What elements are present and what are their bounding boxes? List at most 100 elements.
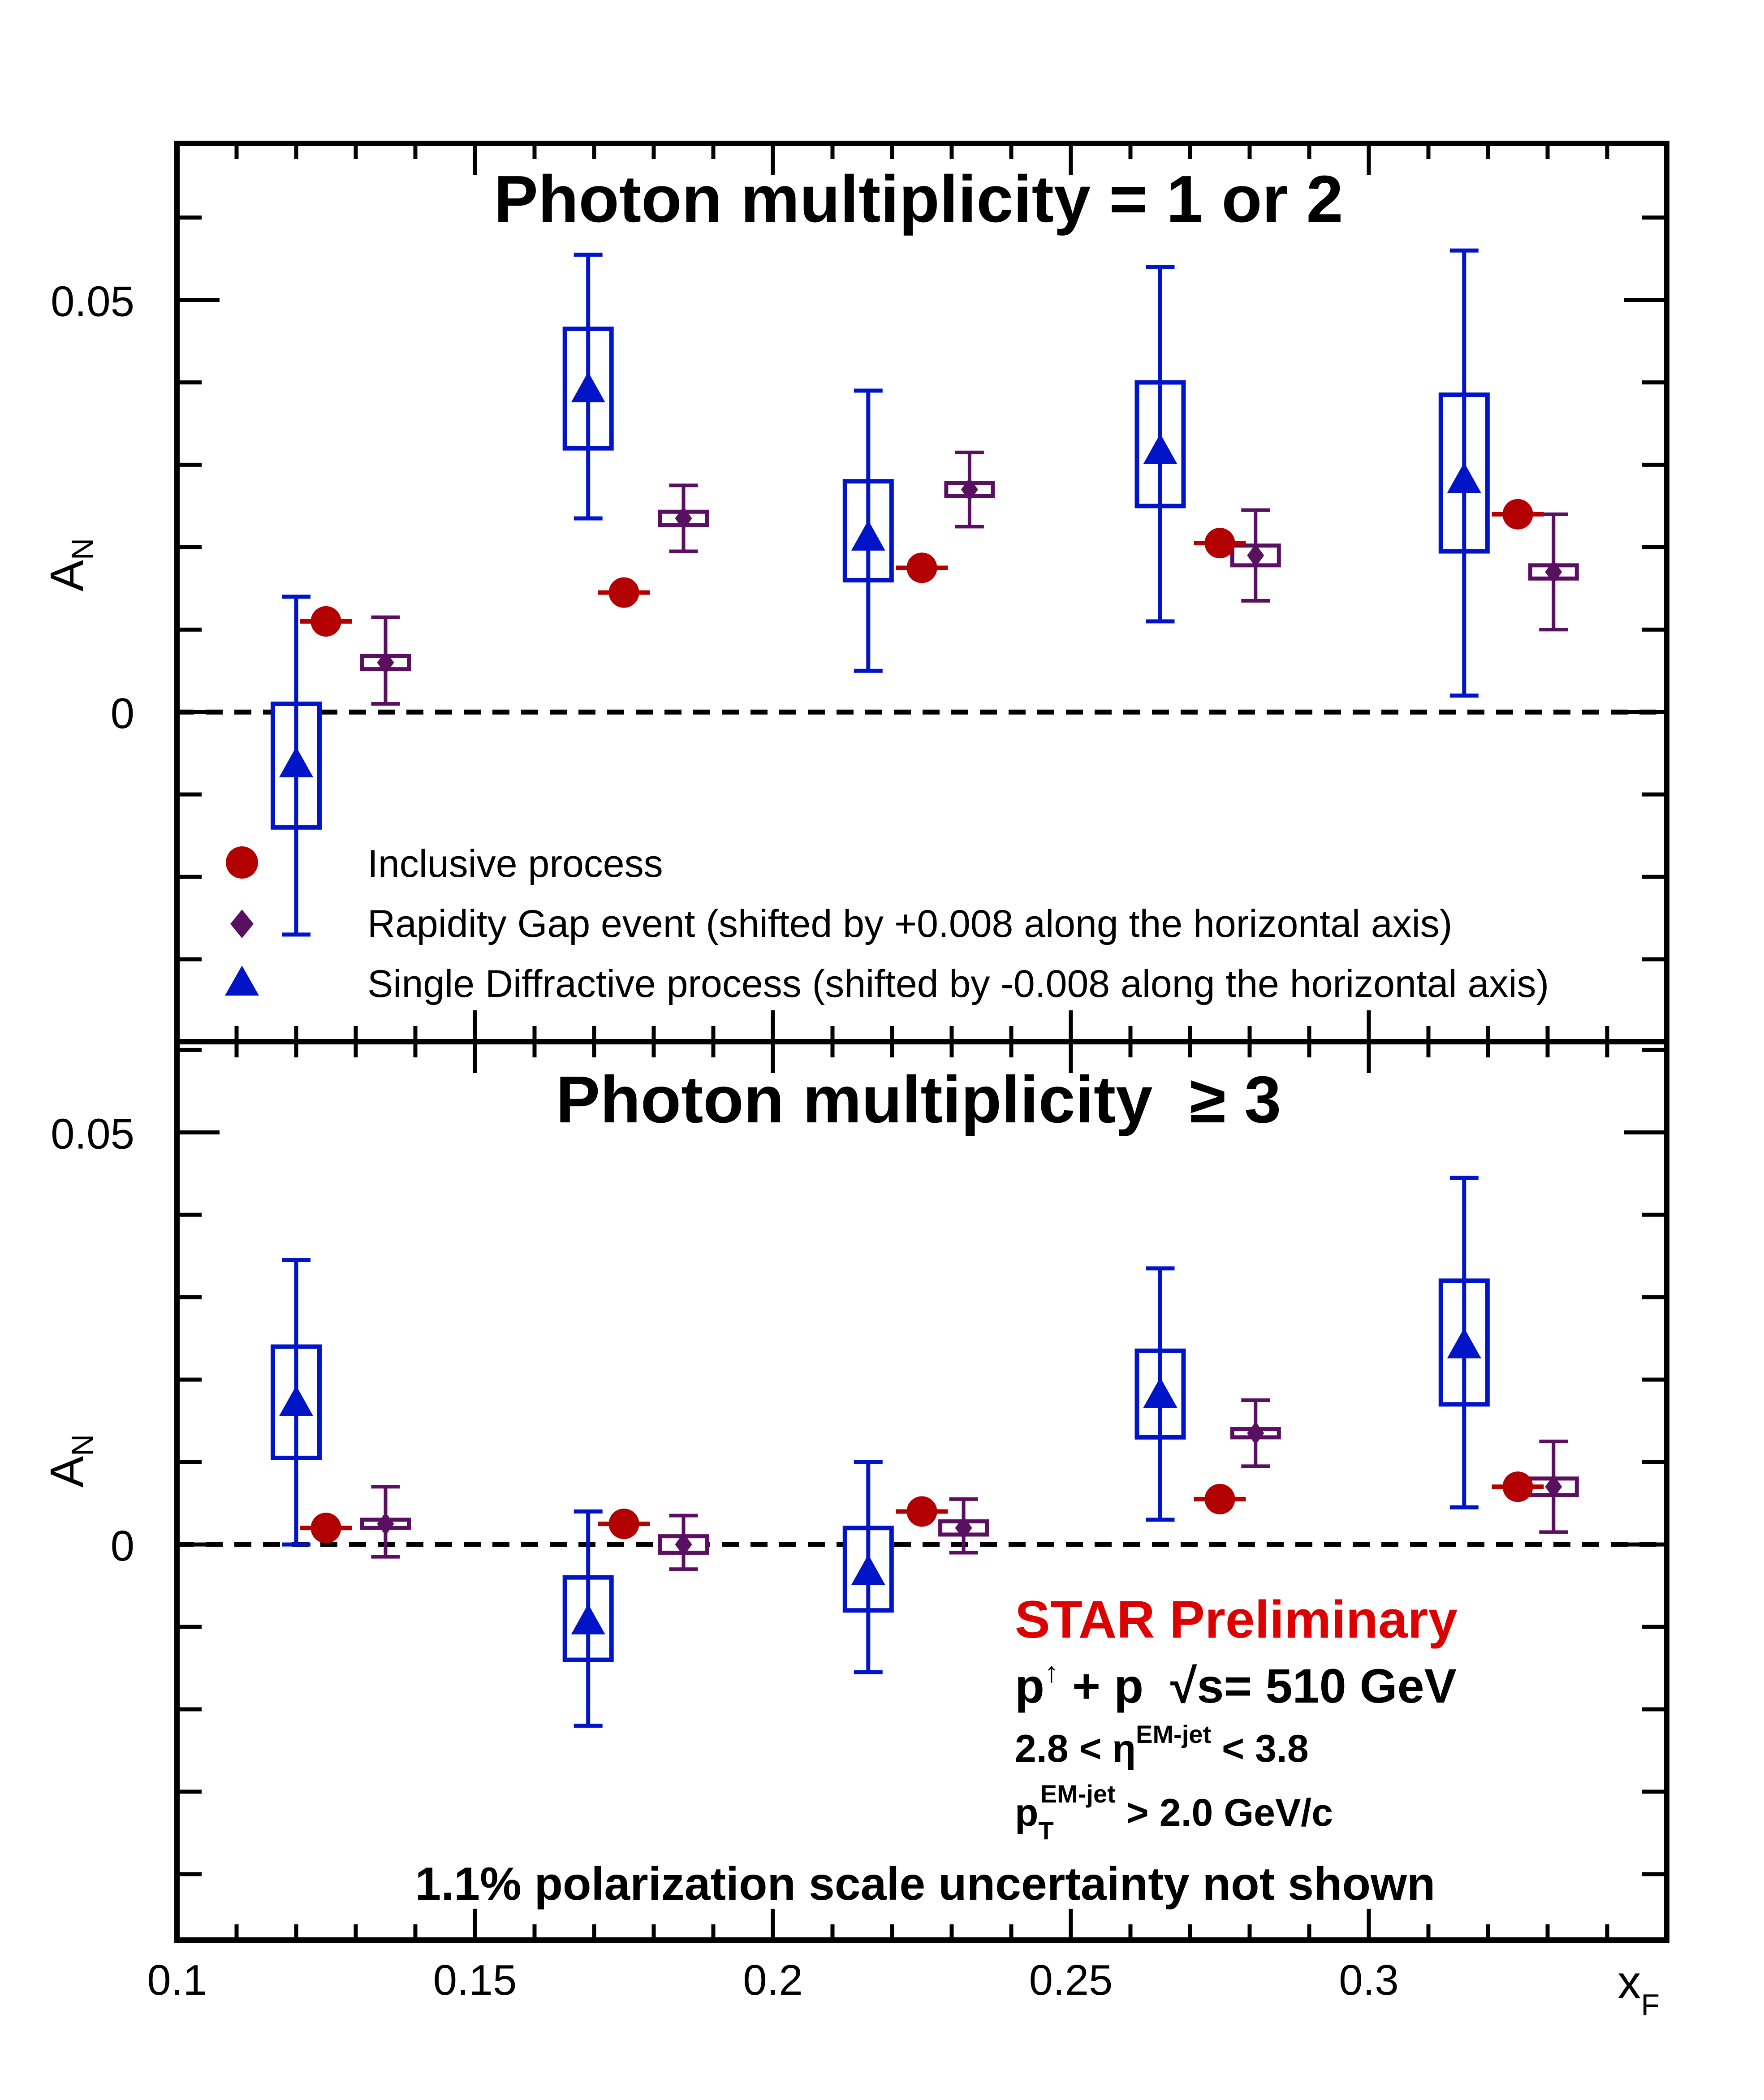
legend-single-diffractive-marker: [225, 966, 259, 996]
sd-triangle-marker: [1143, 1377, 1177, 1408]
inc-circle-marker: [1502, 1471, 1533, 1502]
x-tick-label: 0.3: [1339, 1956, 1398, 2004]
legend: Inclusive process Rapidity Gap event (sh…: [225, 842, 1549, 1005]
bottom-y-axis-label: AN: [41, 1434, 99, 1488]
top-panel-title: Photon multiplicity = 1 or 2: [494, 162, 1343, 236]
pt-cut-label: pT EM-jet > 2.0 GeV/c: [1015, 1780, 1333, 1845]
eta-cut-pre: 2.8 < η: [1015, 1727, 1136, 1770]
bottom-inclusive-point: [1194, 1483, 1246, 1514]
sd-triangle-marker: [1447, 1328, 1481, 1358]
top-inclusive-point: [896, 552, 948, 583]
inc-circle-marker: [906, 1496, 937, 1527]
inc-circle-marker: [1502, 499, 1533, 530]
pt-cut-sup: EM-jet: [1040, 1780, 1116, 1808]
sd-triangle-marker: [571, 1604, 605, 1634]
bottom-single-diffractive-point: [271, 1258, 322, 1547]
collision-p: p: [1015, 1659, 1044, 1713]
collision-label: p↑ + p √s= 510 GeV: [1015, 1656, 1457, 1713]
inc-circle-marker: [1204, 528, 1235, 559]
chart-marks: [271, 248, 1579, 1728]
top-single-diffractive-point: [842, 388, 894, 673]
collision-rest: + p √s= 510 GeV: [1059, 1659, 1457, 1713]
inc-circle-marker: [906, 552, 937, 583]
rg-diamond-marker: [377, 1512, 394, 1536]
bottom-single-diffractive-point: [842, 1460, 894, 1674]
inc-circle-marker: [311, 606, 341, 637]
rg-diamond-marker: [1247, 1421, 1264, 1445]
legend-rapidity-gap-label: Rapidity Gap event (shifted by +0.008 al…: [367, 902, 1452, 945]
inc-circle-marker: [1204, 1483, 1235, 1514]
polarization-note: 1.1% polarization scale uncertainty not …: [415, 1858, 1436, 1910]
top-y-tick-label: 0.05: [51, 277, 134, 325]
x-axis-label: xF: [1617, 1956, 1660, 2022]
top-y-tick-label: 0: [111, 690, 134, 737]
sd-triangle-marker: [1447, 462, 1481, 493]
rg-diamond-marker: [675, 506, 692, 530]
sd-triangle-marker: [571, 371, 605, 402]
bottom-single-diffractive-point: [562, 1509, 614, 1728]
legend-inclusive-label: Inclusive process: [367, 842, 663, 885]
bottom-panel-title: Photon multiplicity ≥ 3: [556, 1063, 1281, 1137]
panel-frames: 0.05 0 0.05 0 0.1 0.15 0.2 0.25 0.3: [51, 141, 1669, 2004]
inc-circle-marker: [608, 577, 639, 608]
top-single-diffractive-point: [271, 595, 322, 937]
rg-diamond-marker: [1247, 543, 1264, 567]
top-inclusive-point: [1194, 528, 1246, 559]
top-rapidity-gap-point: [1230, 508, 1281, 603]
eta-cut-sup: EM-jet: [1136, 1720, 1211, 1748]
rg-diamond-marker: [675, 1533, 692, 1557]
rg-diamond-marker: [1545, 560, 1562, 584]
x-tick-label: 0.15: [433, 1956, 517, 2004]
rg-diamond-marker: [955, 1516, 972, 1540]
top-y-axis-label: AN: [41, 538, 99, 591]
bottom-inclusive-point: [598, 1509, 650, 1539]
sd-triangle-marker: [851, 520, 885, 551]
rg-diamond-marker: [961, 478, 978, 501]
bottom-y-tick-label: 0: [111, 1522, 134, 1570]
top-rapidity-gap-point: [1528, 512, 1579, 632]
x-label-main: x: [1617, 1956, 1641, 2009]
x-tick-label: 0.2: [743, 1956, 802, 2004]
top-rapidity-gap-point: [360, 615, 411, 706]
bottom-rapidity-gap-point: [658, 1514, 709, 1571]
pt-cut-p: p: [1015, 1791, 1039, 1834]
x-tick-label: 0.1: [147, 1956, 207, 2004]
inc-circle-marker: [608, 1509, 639, 1539]
bottom-inclusive-point: [300, 1513, 352, 1544]
bottom-y-tick-label: 0.05: [51, 1110, 134, 1158]
bottom-rapidity-gap-point: [938, 1497, 989, 1555]
rg-diamond-marker: [377, 651, 394, 674]
bottom-panel-frame: [174, 1039, 1669, 1943]
legend-single-diffractive-label: Single Diffractive process (shifted by -…: [367, 962, 1549, 1005]
top-rapidity-gap-point: [944, 450, 995, 529]
sd-triangle-marker: [279, 1385, 313, 1416]
top-inclusive-point: [598, 577, 650, 608]
top-rapidity-gap-point: [658, 483, 709, 553]
inc-circle-marker: [311, 1513, 341, 1544]
top-inclusive-point: [300, 606, 352, 637]
bottom-single-diffractive-point: [1438, 1176, 1490, 1509]
top-y-label-main: A: [41, 560, 93, 591]
bottom-inclusive-point: [896, 1496, 948, 1527]
pt-cut-sub: T: [1039, 1816, 1054, 1845]
sd-triangle-marker: [1143, 433, 1177, 464]
star-preliminary-label: STAR Preliminary: [1015, 1590, 1458, 1649]
bottom-y-label-main: A: [41, 1456, 93, 1488]
eta-cut-label: 2.8 < ηEM-jet < 3.8: [1015, 1720, 1309, 1770]
top-single-diffractive-point: [562, 252, 614, 521]
legend-rapidity-gap-marker: [230, 910, 254, 938]
sd-triangle-marker: [851, 1554, 885, 1585]
rg-diamond-marker: [1545, 1475, 1562, 1499]
bottom-single-diffractive-point: [1134, 1266, 1186, 1522]
pt-cut-post: > 2.0 GeV/c: [1116, 1791, 1333, 1834]
top-inclusive-point: [1492, 499, 1544, 530]
bottom-rapidity-gap-point: [360, 1485, 411, 1559]
legend-inclusive-marker: [226, 846, 258, 879]
x-tick-label: 0.25: [1029, 1956, 1113, 2004]
bottom-rapidity-gap-point: [1230, 1398, 1281, 1468]
top-y-label-sub: N: [65, 538, 99, 560]
sd-triangle-marker: [279, 746, 313, 777]
collision-spin-arrow: ↑: [1044, 1656, 1059, 1688]
eta-cut-post: < 3.8: [1211, 1727, 1309, 1770]
